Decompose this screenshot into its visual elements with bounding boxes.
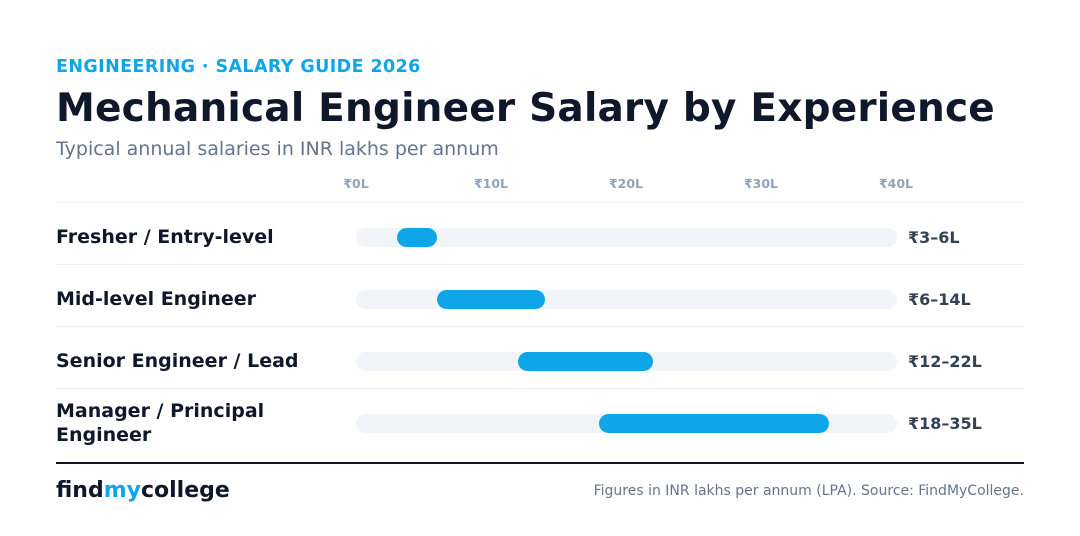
brand-logo: findmycollege — [56, 478, 230, 503]
footer-rule — [56, 462, 1024, 464]
chart-title: Mechanical Engineer Salary by Experience — [56, 86, 995, 131]
salary-range-bar — [599, 413, 829, 433]
x-axis: ₹0L ₹10L ₹20L ₹30L ₹40L — [0, 176, 1080, 196]
source-note: Figures in INR lakhs per annum (LPA). So… — [593, 483, 1024, 499]
chart-subtitle: Typical annual salaries in INR lakhs per… — [56, 138, 499, 160]
range-value-label: ₹18–35L — [908, 413, 982, 433]
x-tick-label: ₹40L — [878, 176, 914, 191]
range-track — [356, 227, 897, 247]
row-divider — [56, 326, 1024, 327]
salary-range-bar — [437, 289, 545, 309]
salary-range-bar — [518, 351, 653, 371]
range-value-label: ₹3–6L — [908, 227, 960, 247]
salary-range-bar — [396, 227, 437, 247]
logo-text-find: find — [56, 478, 104, 503]
category-label: Senior Engineer / Lead — [56, 350, 299, 372]
x-tick-label: ₹0L — [343, 176, 369, 191]
logo-text-college: college — [140, 478, 230, 503]
category-label: Mid-level Engineer — [56, 288, 256, 310]
category-label: Fresher / Entry-level — [56, 226, 274, 248]
logo-text-my: my — [103, 478, 141, 503]
range-value-label: ₹12–22L — [908, 351, 982, 371]
x-tick-label: ₹30L — [743, 176, 779, 191]
x-tick-label: ₹20L — [608, 176, 644, 191]
range-track — [356, 289, 897, 309]
category-label: Manager / Principal Engineer — [56, 400, 265, 446]
row-divider — [56, 388, 1024, 389]
eyebrow-label: ENGINEERING · SALARY GUIDE 2026 — [56, 57, 421, 77]
range-track — [356, 413, 897, 433]
x-tick-label: ₹10L — [473, 176, 509, 191]
row-divider — [56, 264, 1024, 265]
range-track — [356, 351, 897, 371]
row-divider — [56, 202, 1024, 203]
range-value-label: ₹6–14L — [908, 289, 971, 309]
